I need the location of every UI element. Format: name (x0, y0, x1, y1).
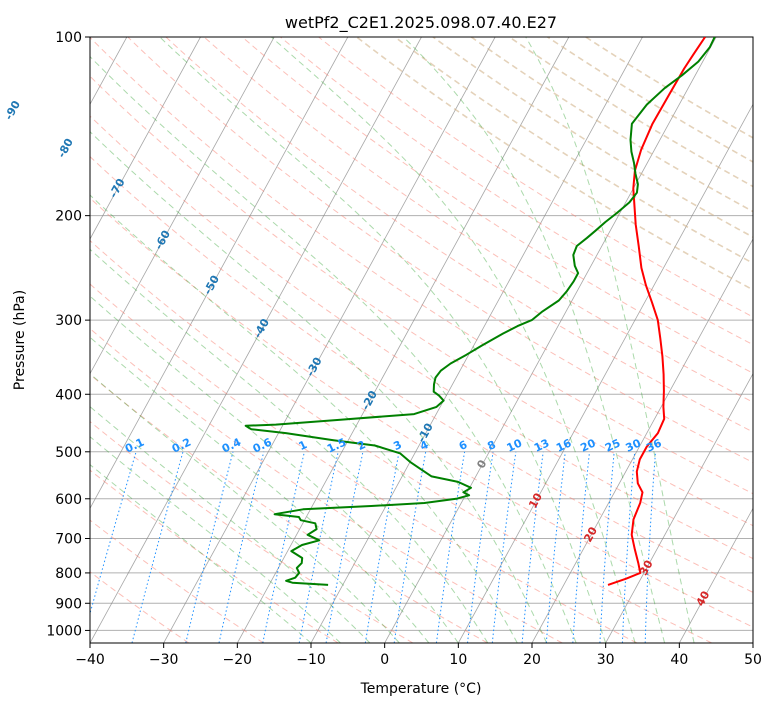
mixing-ratio-label: 6 (457, 438, 470, 453)
isotherm-line (90, 37, 422, 643)
mixing-ratio-line (468, 452, 494, 643)
isotherm-line (0, 37, 274, 643)
x-tick-label: −10 (296, 652, 326, 668)
isotherm-label: -80 (55, 136, 76, 160)
isotherm-line (458, 37, 775, 643)
y-tick-label: 300 (55, 313, 82, 329)
dry-adiabat-line (242, 37, 775, 643)
isotherm-line (753, 37, 775, 643)
mixing-ratio-line (299, 452, 338, 643)
isotherm-label: -20 (359, 388, 380, 412)
isotherm-label: 30 (637, 558, 656, 578)
y-tick-label: 900 (55, 596, 82, 612)
x-tick-label: 40 (670, 652, 688, 668)
dry-adiabat-line (395, 37, 775, 643)
isotherm-label: 20 (581, 524, 600, 544)
x-tick-label: 20 (523, 652, 541, 668)
dry-adiabat-line (0, 37, 775, 643)
y-tick-label: 800 (55, 566, 82, 582)
x-tick-label: 10 (449, 652, 467, 668)
isotherm-label: -90 (2, 98, 23, 122)
mixing-ratio-label: 8 (485, 438, 497, 453)
mixing-ratio-line (492, 452, 516, 643)
mixing-ratio-label: 0.6 (251, 435, 274, 455)
temperature-profile-line (608, 37, 705, 585)
moist-adiabat-line (160, 37, 606, 643)
y-tick-label: 1000 (46, 623, 82, 639)
mixing-ratio-line (326, 452, 363, 643)
isotherm-label: -30 (304, 355, 325, 379)
mixing-ratio-line (622, 452, 634, 643)
moist-adiabat-line (0, 37, 458, 643)
moist-adiabat-line (0, 37, 370, 643)
mixing-ratio-line (546, 452, 565, 643)
x-tick-label: 50 (744, 652, 762, 668)
y-axis-title: Pressure (hPa) (12, 290, 28, 390)
dry-adiabat-line (90, 37, 775, 643)
x-axis-title: Temperature (°C) (360, 681, 482, 697)
dry-adiabat-line (0, 37, 775, 643)
x-tick-label: 30 (597, 652, 615, 668)
dry-adiabat-line (280, 37, 775, 643)
x-tick-label: −30 (149, 652, 179, 668)
isotherm-label: 10 (526, 491, 545, 511)
dry-adiabat-line (166, 37, 775, 643)
y-tick-label: 100 (55, 30, 82, 46)
moist-adiabat-line (271, 37, 635, 643)
isotherm-label: -70 (107, 176, 128, 200)
dry-adiabat-line (319, 37, 775, 643)
isotherm-label: -60 (152, 228, 173, 252)
y-tick-label: 700 (55, 532, 82, 548)
isotherm-line (532, 37, 775, 643)
mixing-ratio-label: 2 (355, 438, 367, 453)
isotherm-line (385, 37, 717, 643)
x-tick-label: −40 (75, 652, 105, 668)
chart-title: wetPf2_C2E1.2025.098.07.40.E27 (285, 13, 557, 33)
isotherm-line (0, 37, 201, 643)
y-tick-label: 500 (55, 445, 82, 461)
moist-adiabat-line (0, 37, 341, 643)
isotherm-label: -50 (201, 273, 222, 297)
y-tick-label: 600 (55, 492, 82, 508)
dry-adiabat-line (0, 37, 189, 643)
dry-adiabat-line (0, 37, 264, 643)
plot-frame (90, 37, 753, 643)
isotherm-line (237, 37, 569, 643)
mixing-ratio-line (132, 452, 183, 643)
dry-adiabat-line (0, 37, 413, 643)
y-tick-label: 200 (55, 209, 82, 225)
moist-adiabat-line (0, 37, 488, 643)
mixing-ratio-line (394, 452, 426, 643)
x-tick-label: −20 (223, 652, 253, 668)
dry-adiabat-line (204, 37, 775, 643)
dry-adiabat-line (0, 37, 562, 643)
moist-adiabat-line (404, 37, 665, 643)
moist-adiabat-line (0, 37, 547, 643)
isotherm-label: 0 (474, 457, 489, 470)
x-tick-label: 0 (380, 652, 389, 668)
background-lines (0, 37, 775, 643)
mixing-ratio-label: 0.4 (220, 435, 243, 455)
isotherm-line (16, 37, 348, 643)
isotherm-line (164, 37, 496, 643)
mixing-ratio-line (219, 452, 264, 643)
mixing-ratio-label: 0.1 (123, 436, 146, 456)
dry-adiabat-line (0, 37, 488, 643)
dry-adiabat-line (0, 37, 637, 643)
dry-adiabat-line (586, 37, 775, 643)
moist-adiabat-line (0, 37, 429, 643)
y-tick-label: 400 (55, 387, 82, 403)
